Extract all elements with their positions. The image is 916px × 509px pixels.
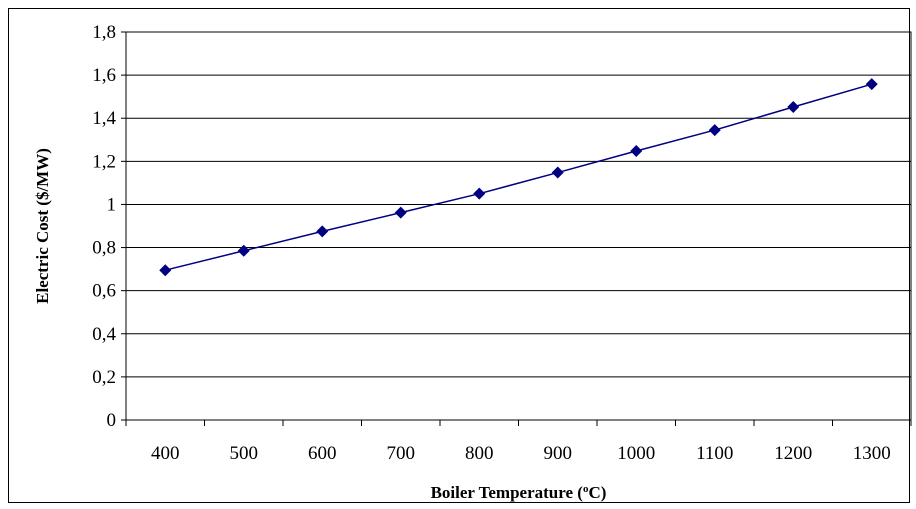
y-axis-title: Electric Cost ($/MW) [33,148,52,304]
series-line [165,83,872,271]
x-tick-label: 700 [387,443,416,464]
y-tick-label: 0,6 [92,281,116,302]
x-tick-label: 400 [151,443,180,464]
plot-area [125,31,912,421]
x-tick-label: 600 [308,443,337,464]
x-axis-title-superscript: o [583,483,589,495]
x-tick-label: 800 [465,443,494,464]
x-tick-label: 1100 [696,443,733,464]
data-point-marker [473,187,486,200]
x-tick-label: 1300 [853,443,891,464]
y-tick-label: 0,4 [92,324,116,345]
data-point-marker [787,101,800,114]
y-tick-label: 1,6 [92,65,116,86]
x-tick-label: 1000 [617,443,655,464]
data-point-marker [551,166,564,179]
data-point-marker [159,264,172,277]
y-tick-label: 1,2 [92,151,116,172]
data-point-marker [237,244,250,257]
data-point-marker [316,225,329,238]
y-tick-label: 0,8 [92,238,116,259]
x-axis-title-unit: C) [588,483,606,502]
data-point-marker [865,78,878,91]
x-tick-label: 500 [230,443,259,464]
data-point-marker [630,144,643,157]
x-tick-label: 1200 [774,443,812,464]
y-tick-label: 1,8 [92,22,116,43]
y-tick-label: 0 [107,410,117,431]
data-point-marker [708,124,721,137]
x-axis: 400 500 600 700 800 900 1000 1100 1200 1300 [125,420,912,464]
y-axis: 0 0,2 0,4 0,6 0,8 1 1,2 1,4 1,6 1,8 [92,22,126,431]
y-tick-label: 1 [107,194,117,215]
gridlines [126,74,911,378]
series [159,78,878,277]
x-axis-title: Boiler Temperature (oC) [431,483,607,502]
x-tick-label: 900 [544,443,573,464]
y-tick-label: 1,4 [92,108,116,129]
y-tick-label: 0,2 [92,367,116,388]
x-axis-title-text: Boiler Temperature ( [431,483,584,502]
data-point-marker [394,206,407,219]
